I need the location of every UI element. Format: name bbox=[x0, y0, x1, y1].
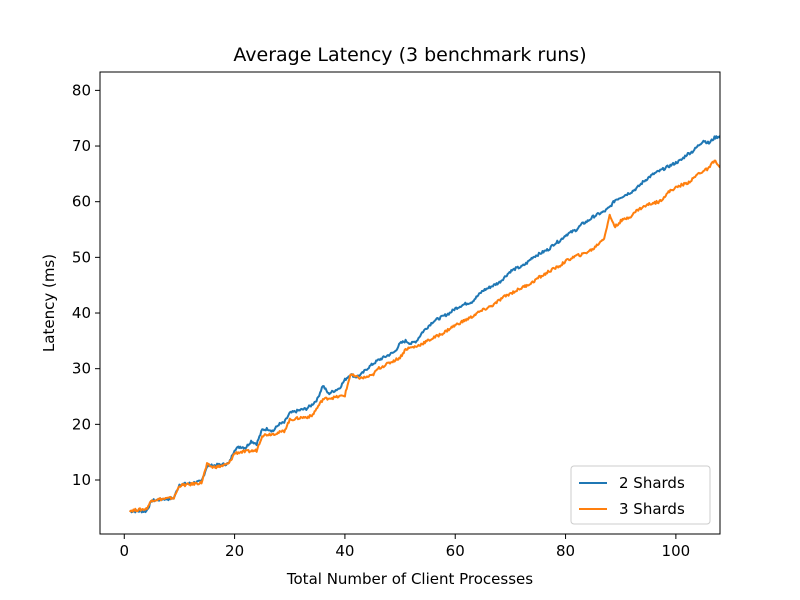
legend: 2 Shards 3 Shards bbox=[570, 465, 711, 525]
axes-frame bbox=[99, 71, 721, 535]
series-line-2-shards bbox=[129, 135, 720, 514]
y-tick-label: 60 bbox=[72, 193, 91, 211]
x-tick-label: 60 bbox=[446, 542, 465, 560]
y-tick-label: 40 bbox=[72, 304, 91, 322]
x-tick-label: 100 bbox=[662, 542, 691, 560]
y-tick-label: 10 bbox=[72, 471, 91, 489]
x-tick-label: 0 bbox=[119, 542, 129, 560]
x-tick-label: 20 bbox=[225, 542, 244, 560]
y-axis-ticks: 10 20 30 40 50 60 70 80 bbox=[72, 81, 100, 489]
legend-label-2-shards: 2 Shards bbox=[619, 474, 685, 492]
legend-label-3-shards: 3 Shards bbox=[619, 500, 685, 518]
y-axis-label: Latency (ms) bbox=[40, 254, 58, 352]
series-line-3-shards bbox=[128, 159, 720, 513]
x-axis-ticks: 0 20 40 60 80 100 bbox=[119, 534, 690, 560]
series-layer bbox=[128, 135, 720, 514]
y-tick-label: 20 bbox=[72, 415, 91, 433]
y-tick-label: 80 bbox=[72, 81, 91, 99]
y-tick-label: 30 bbox=[72, 360, 91, 378]
x-tick-label: 40 bbox=[335, 542, 354, 560]
chart-title: Average Latency (3 benchmark runs) bbox=[233, 44, 586, 66]
x-tick-label: 80 bbox=[556, 542, 575, 560]
y-tick-label: 70 bbox=[72, 137, 91, 155]
y-tick-label: 50 bbox=[72, 248, 91, 266]
x-axis-label: Total Number of Client Processes bbox=[286, 570, 533, 588]
plot-area: 0 20 40 60 80 100 10 20 30 40 50 60 70 80 bbox=[72, 71, 721, 560]
